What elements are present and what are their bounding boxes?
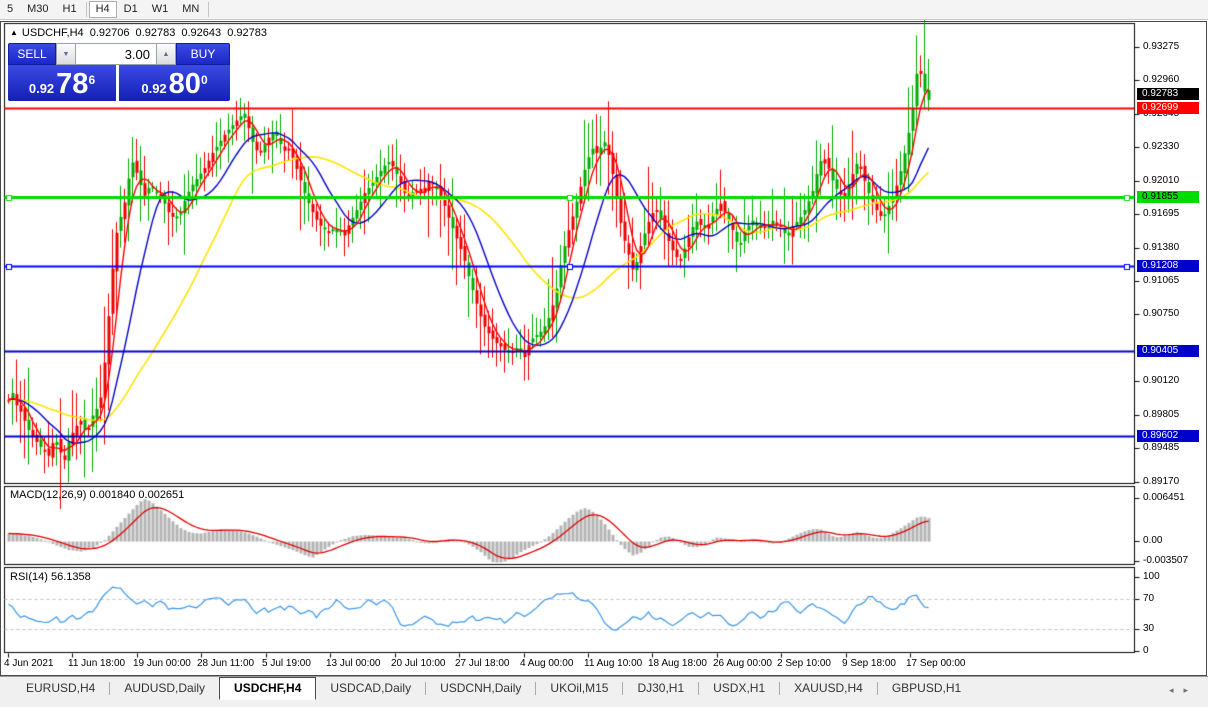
price-axis-tick: 0.92010 [1143, 174, 1180, 186]
tab-separator [876, 682, 878, 695]
chart-tab-dj30-h1[interactable]: DJ30,H1 [637, 681, 685, 695]
tab-separator [622, 682, 624, 695]
chart-tab-ukoil-m15[interactable]: UKOil,M15 [550, 681, 609, 695]
price-axis-tick: 0.89805 [1143, 408, 1180, 420]
macd-indicator-label: MACD(12,26,9) 0.001840 0.002651 [10, 489, 185, 501]
timeframe-button-5[interactable]: 5 [7, 3, 14, 15]
tab-separator [535, 682, 537, 695]
date-axis-label: 11 Aug 10:00 [584, 658, 643, 669]
tab-separator [698, 682, 700, 695]
buy-price-pip: 0 [200, 73, 208, 87]
timeframe-button-W1[interactable]: W1 [151, 3, 169, 15]
timeframe-button-H4[interactable]: H4 [88, 1, 117, 18]
chart-tab-gbpusd-h1[interactable]: GBPUSD,H1 [891, 681, 962, 695]
chart-tab-xauusd-h4[interactable]: XAUUSD,H4 [794, 681, 863, 695]
volume-input[interactable]: 3.00 [76, 43, 156, 65]
hline-price-tag: 0.89602 [1137, 430, 1199, 442]
sell-price-big: 78 [56, 68, 89, 100]
date-axis-label: 18 Aug 18:00 [648, 658, 707, 669]
date-axis-label: 28 Jun 11:00 [197, 658, 255, 669]
current-price-tag: 0.92783 [1137, 88, 1199, 101]
rsi-axis-tick: 30 [1143, 622, 1155, 634]
ohlc-high: 0.92783 [135, 27, 176, 39]
toolbar-separator [85, 2, 87, 17]
buy-price-display[interactable]: 0.92 80 0 [119, 65, 230, 101]
tabs-scroll-left-icon[interactable]: ◂ [1168, 685, 1184, 695]
chart-tab-eurusd-h4[interactable]: EURUSD,H4 [26, 681, 96, 695]
date-axis-label: 26 Aug 00:00 [713, 658, 772, 669]
macd-axis-tick: -0.003507 [1143, 555, 1189, 566]
price-axis-tick: 0.92330 [1143, 141, 1180, 153]
volume-increase-button[interactable]: ▲ [156, 43, 176, 65]
chart-tab-bar: EURUSD,H4 AUDUSD,Daily USDCHF,H4 USDCAD,Dai… [0, 676, 1208, 707]
tabs-scroll-right-icon[interactable]: ▸ [1183, 685, 1198, 695]
price-axis-tick: 0.91380 [1143, 241, 1180, 253]
chart-tab-usdchf-h4[interactable]: USDCHF,H4 [219, 677, 317, 700]
macd-axis-tick: 0.00 [1143, 535, 1163, 546]
hline-price-tag: 0.90405 [1137, 344, 1199, 357]
hline-price-tag: 0.92699 [1137, 102, 1199, 114]
volume-decrease-button[interactable]: ▼ [56, 43, 76, 65]
collapse-triangle-icon: ▲ [10, 28, 18, 37]
date-axis-label: 27 Jul 18:00 [455, 658, 510, 669]
sell-price-pip: 6 [88, 73, 96, 87]
timeframe-button-MN[interactable]: MN [182, 3, 200, 15]
chart-title: ▲ USDCHF,H4 0.92706 0.92783 0.92643 0.927… [10, 27, 270, 39]
timeframe-button-H1[interactable]: H1 [62, 3, 77, 15]
ohlc-open: 0.92706 [89, 27, 130, 39]
rsi-axis-tick: 0 [1143, 645, 1149, 656]
ohlc-low: 0.92643 [181, 27, 222, 39]
tab-separator [109, 682, 111, 695]
price-axis-tick: 0.93275 [1143, 41, 1180, 52]
date-axis-label: 13 Jul 00:00 [326, 658, 381, 669]
date-axis-label: 4 Aug 00:00 [520, 658, 574, 669]
buy-button[interactable]: BUY [176, 43, 230, 65]
ohlc-close: 0.92783 [227, 27, 267, 39]
date-axis-label: 4 Jun 2021 [4, 658, 54, 669]
sell-price-display[interactable]: 0.92 78 6 [8, 65, 116, 101]
price-axis-tick: 0.90120 [1143, 375, 1180, 387]
chart-tab-usdcad-daily[interactable]: USDCAD,Daily [330, 681, 412, 695]
price-axis-tick: 0.91065 [1143, 275, 1180, 287]
sell-price-prefix: 0.92 [28, 81, 55, 96]
chart-tab-usdx-h1[interactable]: USDX,H1 [713, 681, 766, 695]
rsi-indicator-label: RSI(14) 56.1358 [10, 571, 91, 583]
rsi-axis-tick: 100 [1143, 571, 1160, 582]
timeframe-button-D1[interactable]: D1 [123, 3, 138, 15]
date-axis-label: 9 Sep 18:00 [842, 658, 896, 669]
symbol-period-label: USDCHF,H4 [21, 27, 84, 39]
tab-separator [425, 682, 427, 695]
price-axis-tick: 0.92960 [1143, 74, 1180, 86]
buy-price-big: 80 [168, 68, 201, 100]
sell-button[interactable]: SELL [8, 43, 56, 65]
date-axis-label: 19 Jun 00:00 [133, 658, 191, 669]
date-axis-label: 11 Jun 18:00 [68, 658, 126, 669]
hline-price-tag: 0.91208 [1137, 259, 1199, 272]
rsi-axis-tick: 70 [1143, 593, 1155, 605]
chart-tab-usdcnh-daily[interactable]: USDCNH,Daily [440, 681, 522, 695]
tab-separator [779, 682, 781, 695]
price-axis-tick: 0.91695 [1143, 208, 1180, 220]
date-axis-label: 5 Jul 19:00 [262, 658, 311, 669]
price-axis-tick: 0.89170 [1143, 475, 1180, 487]
timeframe-button-M30[interactable]: M30 [27, 3, 49, 15]
date-axis-label: 2 Sep 10:00 [777, 658, 831, 669]
price-axis-tick: 0.89485 [1143, 442, 1180, 454]
timeframe-toolbar: 5 M30 H1 H4 D1 W1 MN [0, 0, 1208, 20]
chart-tab-audusd-daily[interactable]: AUDUSD,Daily [124, 681, 206, 695]
one-click-trading-widget: SELL ▼ 3.00 ▲ BUY 0.92 78 6 0.92 80 0 [8, 43, 230, 101]
toolbar-separator [208, 2, 210, 17]
macd-axis-tick: 0.006451 [1143, 491, 1185, 503]
buy-price-prefix: 0.92 [141, 81, 167, 96]
date-axis-label: 20 Jul 10:00 [391, 658, 446, 669]
price-axis-tick: 0.90750 [1143, 308, 1180, 320]
hline-price-tag: 0.91855 [1137, 191, 1199, 204]
date-axis-label: 17 Sep 00:00 [906, 658, 966, 669]
